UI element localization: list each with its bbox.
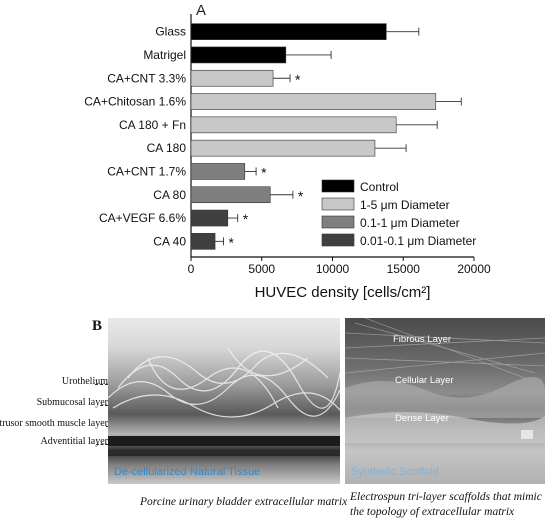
bar-8 [190,209,229,227]
right-photo-caption: Synthetic Scaffold [351,466,439,478]
significance-star-7: * [298,188,304,204]
panel-a-label: A [196,2,207,19]
side-label-detrusor: Detrusor smooth muscle layer [0,418,108,429]
side-line-1 [95,384,108,385]
dense-layer-tag: Dense Layer [395,413,449,424]
bar-1 [190,46,287,64]
side-label-submucosal: Submucosal layer [36,397,108,408]
legend-label-0: Control [360,180,399,194]
decellularized-tissue-micrograph: De-cellularized Natural Tissue [108,318,340,484]
x-tick-label-4: 20000 [457,262,491,276]
legend-label-3: 0.01-0.1 μm Diameter [360,234,476,248]
tissue-fiber-texture [108,347,340,456]
category-label-6: CA+CNT 1.7% [107,164,186,178]
legend-swatch-3 [321,233,355,247]
side-label-adventitial: Adventitial layer [40,436,108,447]
category-label-1: Matrigel [143,48,186,62]
legend-swatch-0 [321,179,355,193]
bar-4 [190,116,397,134]
category-label-0: Glass [155,25,186,39]
legend-swatch-1 [321,197,355,211]
cellular-layer-tag: Cellular Layer [395,375,454,386]
category-label-2: CA+CNT 3.3% [107,71,186,85]
panel-b-label: B [92,318,103,334]
x-axis-title: HUVEC density [cells/cm²] [255,284,431,301]
x-tick-label-2: 10000 [316,262,350,276]
x-tick-label-0: 0 [188,262,195,276]
category-label-7: CA 80 [153,188,186,202]
bar-7 [190,186,271,204]
significance-star-2: * [295,71,301,87]
legend-swatch-2 [321,215,355,229]
side-line-3 [106,426,108,427]
category-label-5: CA 180 [147,141,187,155]
x-tick-label-1: 5000 [248,262,275,276]
left-photo-caption: De-cellularized Natural Tissue [114,466,261,478]
significance-star-8: * [243,211,249,227]
fibrous-layer-tag: Fibrous Layer [393,334,452,345]
significance-star-6: * [261,164,267,180]
bar-9 [190,233,216,250]
left-figure-caption: Porcine urinary bladder extracellular ma… [140,496,348,508]
significance-star-9: * [229,234,235,250]
side-label-urothelium: Urothelium [61,376,108,387]
bar-0 [190,23,387,40]
scaffold-texture [345,318,545,443]
huvec-density-bar-chart: Glass Matrigel CA+CNT 3.3% * CA+Chitosan 1.6… [84,14,491,301]
bar-5 [190,139,376,157]
category-label-9: CA 40 [153,234,186,248]
category-label-4: CA 180 + Fn [119,118,186,132]
bar-6 [190,163,246,180]
legend-label-1: 1-5 μm Diameter [360,198,450,212]
bar-3 [190,93,437,110]
category-label-3: CA+Chitosan 1.6% [84,95,186,109]
legend-label-2: 0.1-1 μm Diameter [360,216,460,230]
side-line-4 [96,444,108,445]
category-label-8: CA+VEGF 6.6% [99,211,186,225]
right-figure-caption: Electrospun tri-layer scaffolds that mim… [350,491,542,518]
x-tick-label-3: 15000 [387,262,421,276]
synthetic-scaffold-micrograph: Fibrous Layer Cellular Layer Dense Layer… [345,318,545,484]
side-line-2 [100,405,108,406]
bar-2 [190,69,274,87]
